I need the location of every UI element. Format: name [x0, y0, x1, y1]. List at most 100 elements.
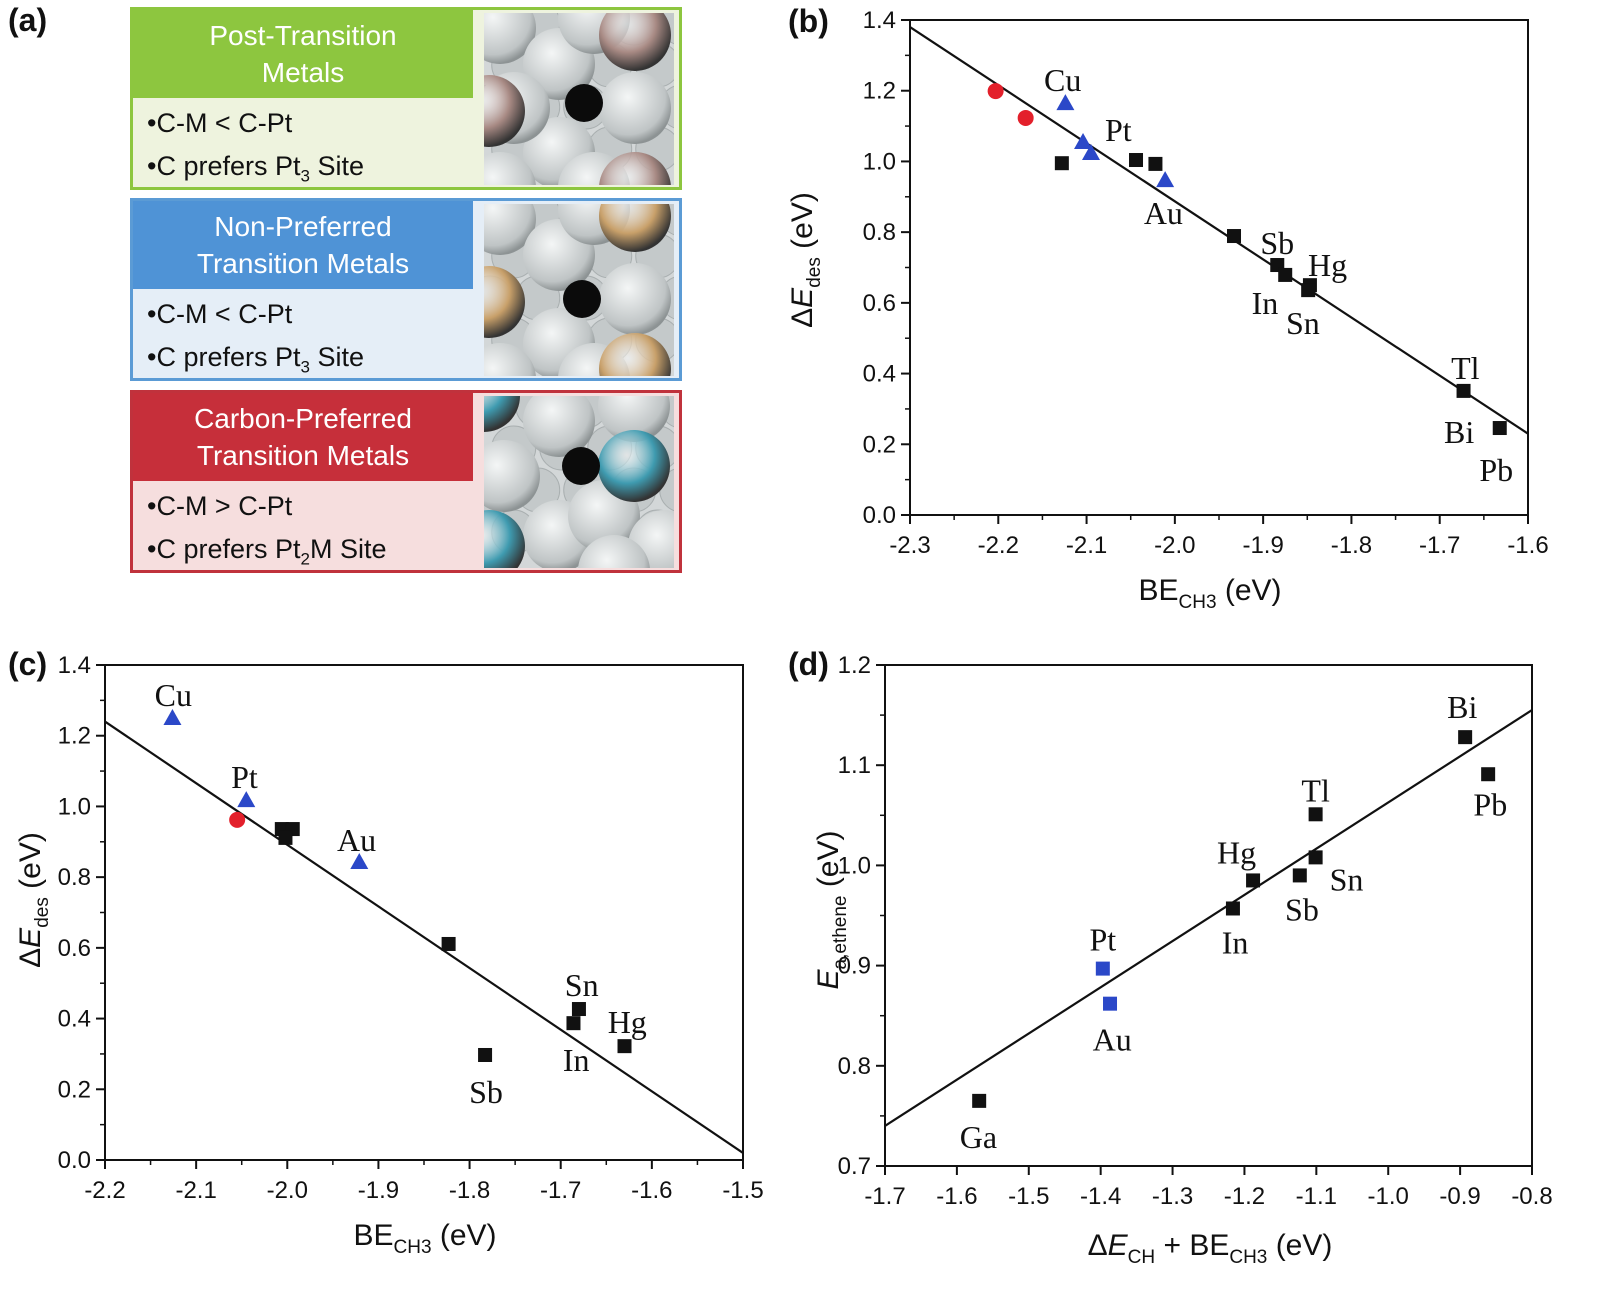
x-axis-title: BECH3 (eV) — [353, 1219, 496, 1258]
y-axis-title-part: des — [804, 257, 825, 288]
data-point-triangle — [1156, 171, 1175, 188]
data-point-square — [1492, 421, 1507, 436]
data-point-square — [1481, 767, 1496, 782]
data-point-circle — [987, 83, 1004, 100]
bullet-site-suffix: M Site — [309, 534, 387, 564]
bullet-site-subscript: 2 — [300, 549, 310, 569]
x-tick-label: -1.4 — [1080, 1183, 1121, 1210]
x-tick-label: -1.8 — [1331, 532, 1372, 559]
category-bullets: •C-M < C-Pt •C prefers Pt3 Site — [147, 102, 364, 197]
y-tick-label: 1.2 — [863, 78, 896, 105]
data-point-triangle — [237, 791, 256, 808]
surface-model-image — [484, 396, 674, 568]
y-tick-label: 1.0 — [58, 793, 91, 820]
metal-atom — [599, 152, 671, 185]
data-point-square — [1246, 873, 1261, 888]
element-label: Pt — [231, 759, 258, 795]
x-tick-label: -1.6 — [631, 1177, 672, 1204]
x-tick-label: -1.1 — [1296, 1183, 1337, 1210]
y-tick-label: 0.0 — [863, 502, 896, 529]
bullet-site-suffix: Site — [309, 342, 364, 372]
carbon-atom — [563, 280, 601, 318]
x-tick-label: -2.2 — [84, 1177, 125, 1204]
metal-atom — [484, 510, 525, 568]
y-tick-label: 1.2 — [838, 652, 871, 679]
category-title-line2: Transition Metals — [196, 440, 410, 471]
data-point-square — [1458, 730, 1473, 745]
element-label: Hg — [1308, 247, 1347, 283]
x-axis-title-part: CH3 — [1179, 592, 1217, 613]
x-axis-title-part: (eV) — [1217, 574, 1282, 607]
data-point-square — [571, 1002, 586, 1017]
data-point-square — [1227, 229, 1242, 244]
element-label: Au — [1144, 195, 1183, 231]
pt-atom — [484, 343, 536, 376]
y-tick-label: 0.2 — [58, 1076, 91, 1103]
x-tick-label: -1.5 — [1008, 1183, 1049, 1210]
panel-label-a: (a) — [8, 2, 48, 38]
x-tick-label: -2.1 — [1066, 532, 1107, 559]
data-point-circle — [229, 811, 246, 828]
carbon-atom — [562, 447, 600, 485]
metal-atom — [598, 430, 670, 502]
y-tick-label: 0.0 — [58, 1147, 91, 1174]
element-label: Pb — [1479, 452, 1513, 488]
y-axis-title-part: (eV) — [14, 832, 47, 897]
data-point-square — [1292, 868, 1307, 883]
data-point-square — [1308, 850, 1323, 865]
y-tick-label: 0.6 — [58, 935, 91, 962]
element-label: Hg — [608, 1004, 647, 1040]
fit-line — [909, 26, 1529, 435]
category-title-line2: Metals — [261, 57, 345, 88]
x-tick-label: -2.1 — [175, 1177, 216, 1204]
pt-atom — [599, 72, 671, 144]
data-point-square — [1095, 961, 1110, 976]
element-label: Sn — [565, 967, 599, 1003]
data-point-square — [1301, 283, 1316, 298]
x-axis-title-part: BE — [353, 1219, 393, 1252]
pt-atom — [484, 13, 536, 64]
element-label: Tl — [1301, 772, 1330, 808]
element-label: In — [1252, 285, 1279, 321]
x-tick-label: -2.2 — [978, 532, 1019, 559]
x-tick-label: -1.6 — [1507, 532, 1548, 559]
element-label: Tl — [1451, 350, 1480, 386]
data-point-square — [1054, 156, 1069, 171]
bullet-site-suffix: Site — [309, 151, 364, 181]
category-header: Carbon-Preferred Transition Metals — [133, 393, 473, 481]
x-axis-title-part: E — [1108, 1229, 1129, 1262]
element-label: Au — [1093, 1022, 1132, 1058]
x-tick-label: -1.5 — [722, 1177, 763, 1204]
y-tick-label: 0.9 — [838, 953, 871, 980]
x-axis-title-part: (eV) — [432, 1219, 497, 1252]
fit-line — [104, 720, 744, 1154]
y-axis-title: ΔEdes (eV) — [786, 192, 825, 328]
panel-label: (b) — [788, 3, 829, 39]
element-label: Pb — [1473, 786, 1507, 822]
bullet-site-preference: •C prefers Pt2M Site — [147, 528, 387, 580]
element-label: Cu — [1044, 62, 1081, 98]
category-box: Post-Transition Metals •C-M < C-Pt •C pr… — [130, 7, 682, 190]
category-title-line2: Transition Metals — [196, 248, 410, 279]
category-header: Post-Transition Metals — [133, 10, 473, 98]
data-point-square — [1103, 996, 1118, 1011]
x-tick-label: -1.6 — [936, 1183, 977, 1210]
category-bullets: •C-M > C-Pt •C prefers Pt2M Site — [147, 485, 387, 580]
x-tick-label: -1.7 — [540, 1177, 581, 1204]
x-tick-label: -1.3 — [1152, 1183, 1193, 1210]
y-axis-title-part: Δ — [14, 948, 47, 968]
y-tick-label: 0.4 — [58, 1006, 91, 1033]
bullet-bond-comparison: •C-M < C-Pt — [147, 108, 293, 138]
y-tick-label: 0.6 — [863, 290, 896, 317]
data-point-square — [278, 830, 293, 845]
bullet-bond-comparison: •C-M < C-Pt — [147, 299, 293, 329]
element-label: Sb — [1260, 225, 1294, 261]
chart-d: (d) -1.7 -1.6 -1.5 -1.4 -1.3 -1.2 -1.1 -1.0 -0.9 -… — [788, 646, 1553, 1268]
category-bullets: •C-M < C-Pt •C prefers Pt3 Site — [147, 293, 364, 388]
chart-b: (b) -2.3 -2.2 -2.1 -2.0 -1.9 -1.8 -1.7 -1.6 0.0 0.… — [786, 3, 1549, 613]
panel-label: (d) — [788, 646, 829, 682]
x-tick-label: -0.9 — [1439, 1183, 1480, 1210]
plot-frame — [104, 664, 744, 1161]
data-point-square — [566, 1016, 581, 1031]
